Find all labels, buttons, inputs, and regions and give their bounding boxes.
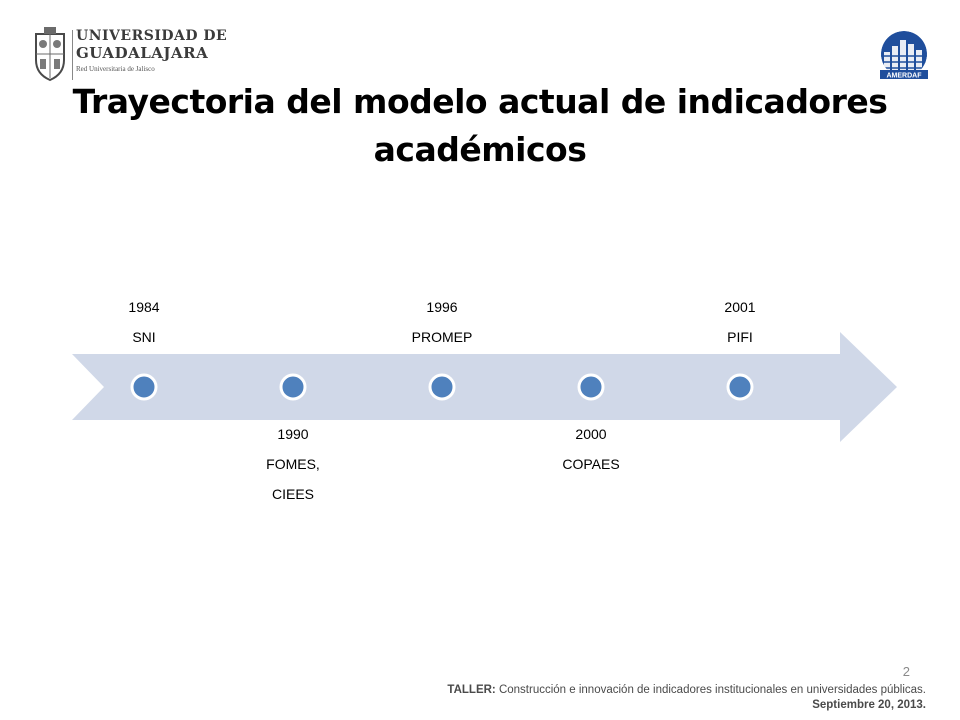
timeline-event-1990: 1990 FOMES, CIEES bbox=[233, 419, 353, 509]
slide-title: Trayectoria del modelo actual de indicad… bbox=[72, 82, 888, 169]
footer-taller-label: TALLER: bbox=[447, 684, 496, 696]
timeline-event-2000: 2000 COPAES bbox=[531, 419, 651, 479]
footer-taller-text: Construcción e innovación de indicadores… bbox=[495, 684, 926, 696]
university-name-line1: UNIVERSIDAD DE bbox=[76, 28, 228, 44]
page-number: 2 bbox=[902, 664, 910, 679]
timeline-dot-2000 bbox=[577, 373, 605, 401]
timeline-event-1996: 1996 PROMEP bbox=[382, 292, 502, 352]
logo-separator bbox=[72, 30, 73, 80]
footer-text: TALLER: Construcción e innovación de ind… bbox=[326, 683, 926, 713]
footer-taller-line: TALLER: Construcción e innovación de ind… bbox=[326, 683, 926, 698]
university-logo: UNIVERSIDAD DE GUADALAJARA Red Universit… bbox=[30, 24, 227, 86]
timeline-program-label: PIFI bbox=[727, 329, 753, 345]
timeline-year: 2000 bbox=[575, 426, 607, 442]
university-name: UNIVERSIDAD DE GUADALAJARA Red Universit… bbox=[76, 28, 227, 74]
timeline-dot-1984 bbox=[130, 373, 158, 401]
footer-date: Septiembre 20, 2013. bbox=[812, 699, 926, 711]
timeline-dot-2001 bbox=[726, 373, 754, 401]
timeline-year: 2001 bbox=[724, 299, 756, 315]
timeline-year: 1984 bbox=[128, 299, 160, 315]
university-name-line2: GUADALAJARA bbox=[76, 44, 209, 62]
timeline-arrow bbox=[72, 332, 897, 442]
timeline-program-label: COPAES bbox=[562, 456, 620, 472]
timeline-program-label: CIEES bbox=[271, 486, 314, 502]
timeline-program-label: SNI bbox=[132, 329, 156, 345]
amerdaf-logo-text: AMERDAF bbox=[887, 73, 923, 80]
university-crest-icon bbox=[35, 27, 65, 82]
timeline-year: 1996 bbox=[426, 299, 458, 315]
timeline-dot-1996 bbox=[428, 373, 456, 401]
timeline-program-label: PROMEP bbox=[411, 329, 473, 345]
timeline-program-label: FOMES, bbox=[266, 456, 320, 472]
timeline-event-2001: 2001 PIFI bbox=[680, 292, 800, 352]
amerdaf-logo: AMERDAF bbox=[880, 31, 928, 80]
timeline-dot-1990 bbox=[279, 373, 307, 401]
timeline-year: 1990 bbox=[277, 426, 309, 442]
timeline-event-1984: 1984 SNI bbox=[84, 292, 204, 352]
university-network: Red Universitaria de Jalisco bbox=[76, 65, 155, 73]
